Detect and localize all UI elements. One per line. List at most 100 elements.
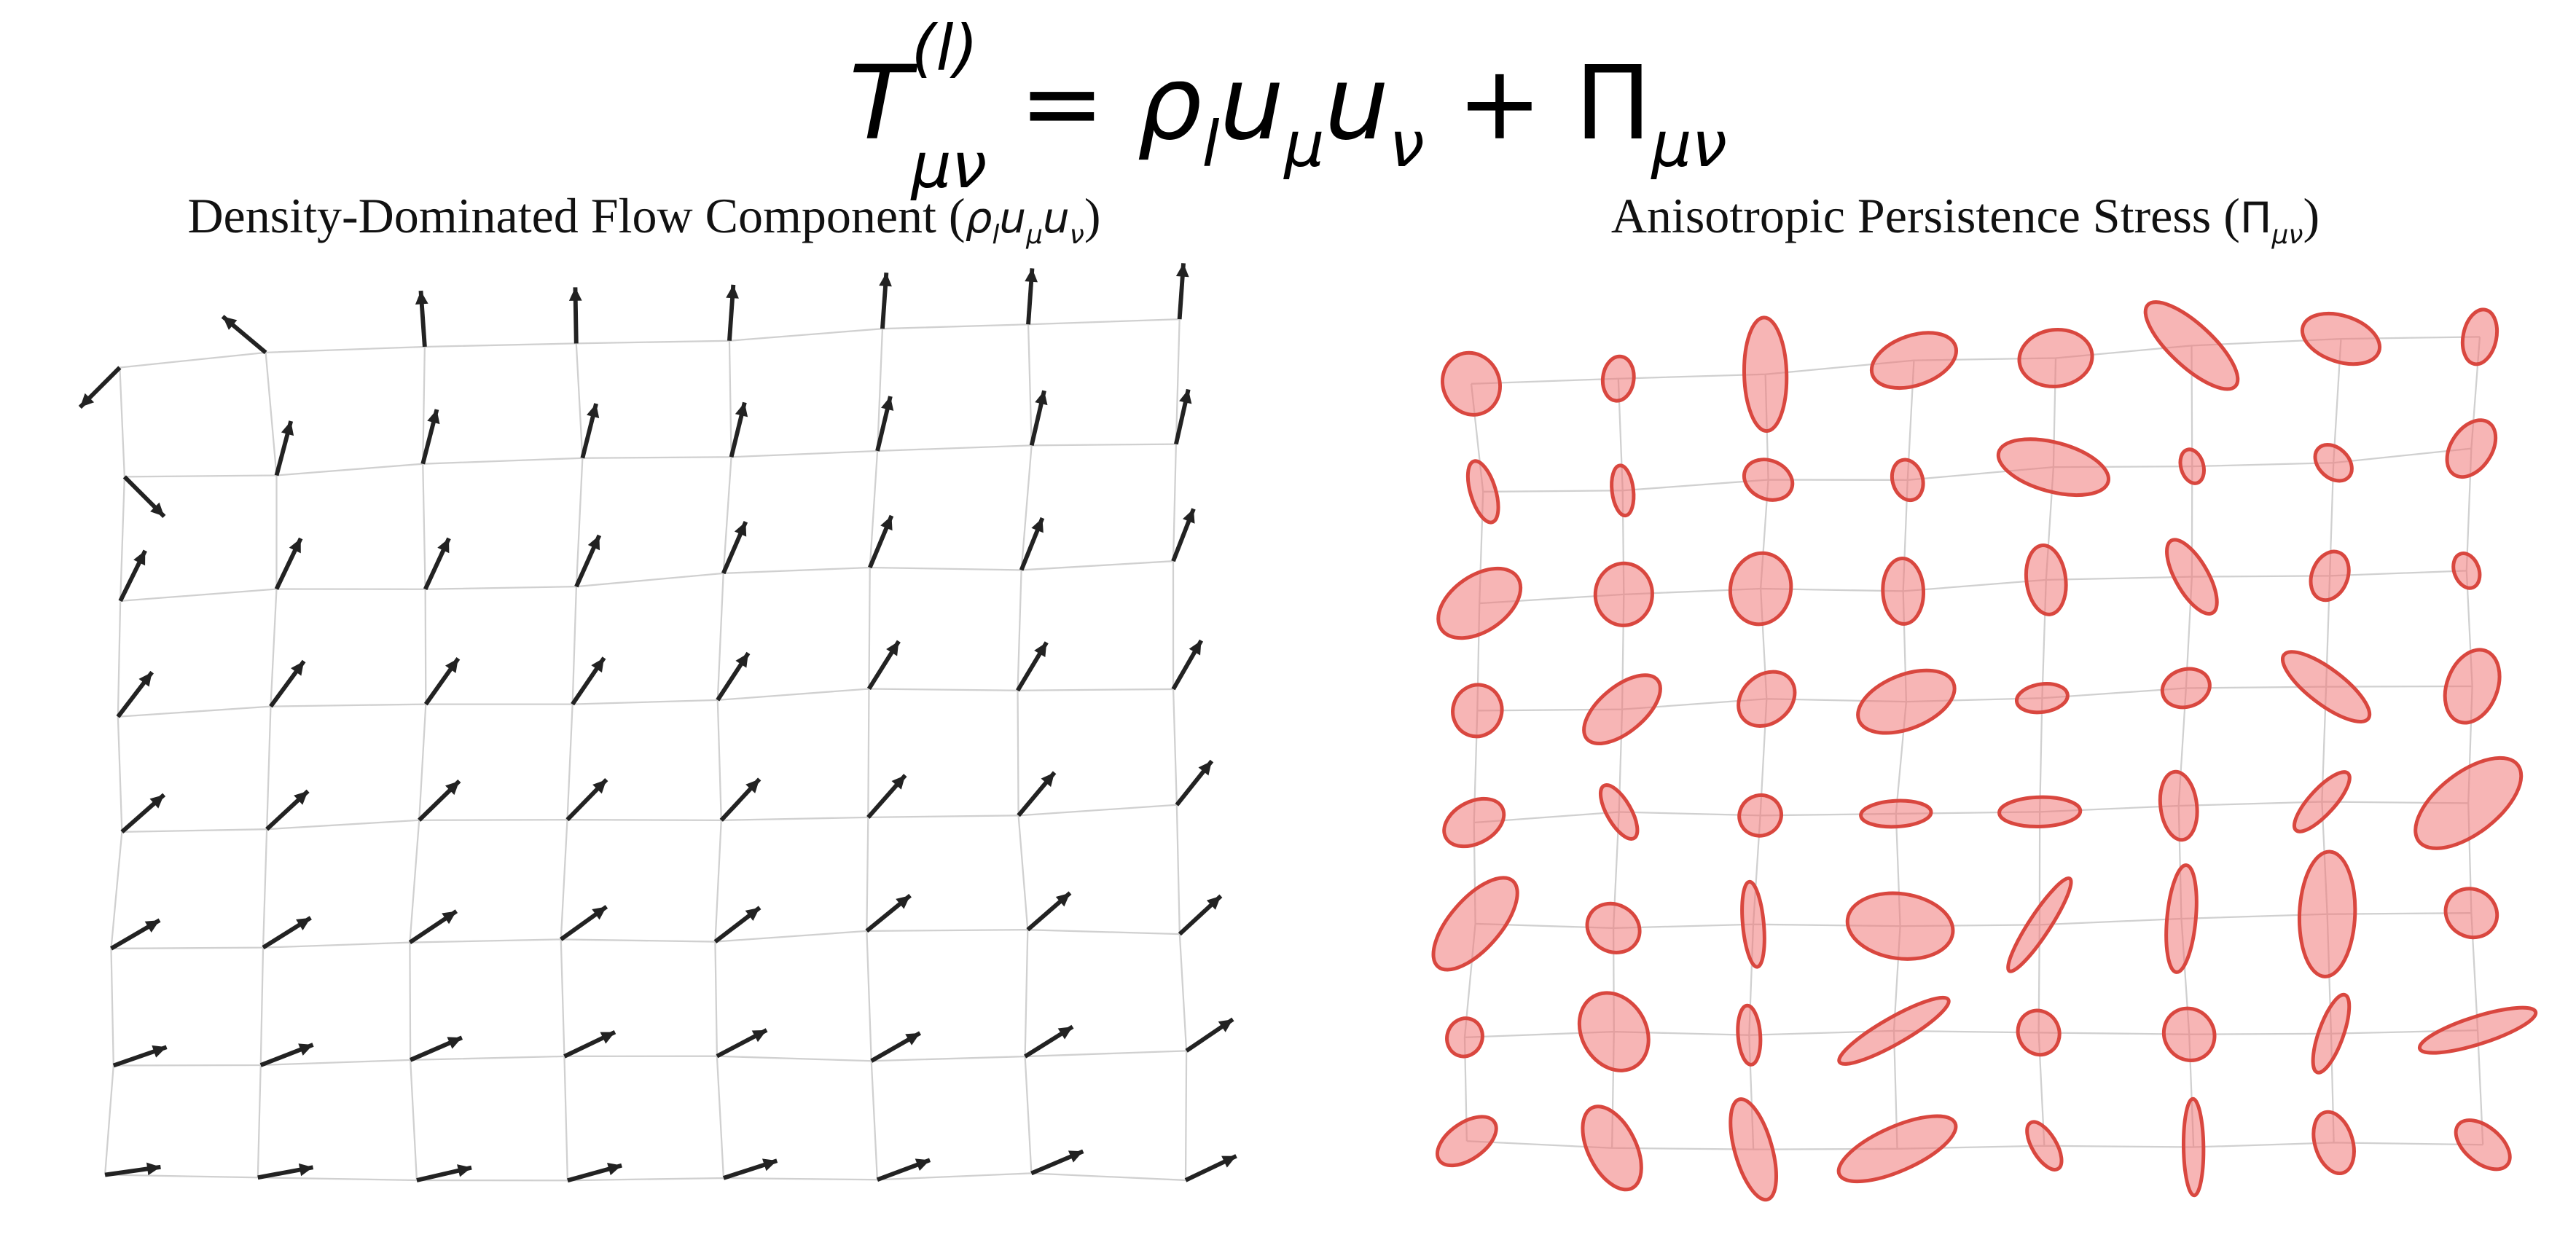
symbol: T (l) μν — [848, 15, 987, 199]
arrow-head — [1198, 761, 1212, 776]
arrow-head — [1189, 640, 1202, 656]
arrow-head — [1055, 892, 1070, 907]
arrow-head — [600, 1032, 615, 1044]
arrow-head — [291, 661, 305, 676]
stress-ellipse — [1581, 1104, 1643, 1192]
grid-line — [124, 443, 1176, 478]
arrow-head — [294, 790, 308, 805]
arrow-head — [1025, 268, 1038, 283]
arrow-head — [298, 1163, 313, 1177]
arrow-head — [1179, 389, 1192, 404]
arrow-head — [591, 657, 604, 673]
grid-line — [113, 1050, 1187, 1067]
symbol-base: u — [1219, 44, 1285, 163]
arrow-head — [1068, 1150, 1084, 1163]
arrow-head — [915, 1158, 931, 1172]
stress-ellipse — [2165, 538, 2219, 616]
stress-ellipse — [1859, 798, 1933, 829]
arrow-head — [880, 515, 893, 531]
stress-ellipse — [2017, 327, 2094, 389]
subscript: l — [992, 219, 1000, 250]
arrow-head — [138, 672, 152, 687]
stress-ellipse — [1436, 566, 1523, 640]
indices: ν — [1389, 77, 1424, 178]
stress-ellipse — [2309, 549, 2351, 603]
stress-ellipse — [1881, 556, 1926, 626]
arrow-head — [296, 917, 311, 931]
subscript: μν — [1651, 108, 1728, 182]
title-close: ) — [1084, 188, 1101, 243]
stress-ellipse — [1837, 995, 1951, 1066]
indices: μν — [2272, 207, 2303, 249]
symbol-base: u — [999, 193, 1027, 243]
arrow-head — [891, 775, 906, 790]
stress-ellipse — [1431, 876, 1519, 972]
arrow-head — [745, 779, 760, 793]
grid-line — [1473, 801, 2469, 824]
subscript: μ — [1284, 108, 1325, 182]
stress-ellipse — [2460, 307, 2499, 366]
superscript: (l) — [911, 11, 979, 85]
stress-ellipse — [2181, 1096, 2206, 1198]
arrow-head — [447, 1037, 462, 1049]
arrow-head — [144, 920, 160, 933]
stress-ellipse — [2311, 1110, 2356, 1176]
arrow-head — [427, 409, 440, 425]
stress-ellipse — [2292, 770, 2352, 833]
grid-line — [105, 1172, 1186, 1182]
arrow-head — [289, 538, 301, 554]
stress-ellipse — [2016, 1008, 2062, 1057]
arrow-head — [568, 287, 582, 301]
title-close: ) — [2303, 188, 2320, 243]
stress-ellipse — [1742, 315, 1789, 433]
arrow-head — [592, 906, 607, 920]
arrow-head — [735, 402, 748, 417]
stress-ellipse — [1577, 991, 1651, 1072]
stress-ellipse — [2006, 876, 2073, 973]
arrow-head — [1034, 642, 1047, 658]
symbol-base: Π — [1575, 44, 1652, 163]
symbol-base: T — [848, 44, 912, 163]
title-text: Anisotropic Persistence Stress ( — [1610, 188, 2240, 243]
symbol-base: u — [1324, 44, 1390, 163]
stress-ellipse — [1736, 1003, 1763, 1067]
stress-ellipse — [1890, 458, 1925, 503]
stress-ellipse — [2280, 650, 2372, 724]
operator: = — [987, 44, 1138, 163]
stress-ellipse — [2443, 887, 2499, 940]
arrow-head — [734, 522, 747, 537]
stress-ellipse — [1869, 331, 1959, 391]
indices: μ — [1026, 207, 1043, 249]
arrow-head — [607, 1163, 622, 1176]
subscript: μν — [911, 128, 987, 203]
symbol-base: ρ — [965, 193, 993, 243]
arrow-head — [1057, 1027, 1073, 1040]
grid-line — [111, 929, 1180, 950]
subscript: ν — [1069, 219, 1084, 250]
grid-line — [1017, 324, 1033, 1174]
arrow-head — [762, 1158, 778, 1172]
stress-ellipse — [2417, 1005, 2538, 1055]
arrow-head — [1031, 518, 1044, 533]
title-text: Density-Dominated Flow Component ( — [187, 188, 966, 243]
arrow-head — [587, 535, 600, 551]
arrow-head — [133, 550, 146, 566]
grid-line — [714, 340, 732, 1179]
stress-ellipse — [2158, 769, 2199, 842]
stress-ellipse — [1729, 1097, 1778, 1202]
subscript: μ — [1026, 219, 1044, 250]
arrow-head — [896, 895, 911, 909]
arrow-head — [735, 653, 748, 668]
grid-line — [560, 343, 584, 1181]
arrow-head — [150, 502, 165, 517]
arrow-head — [1206, 895, 1221, 910]
grid-line — [257, 352, 278, 1178]
arrow-head — [415, 291, 428, 305]
stress-ellipse — [1845, 891, 1955, 961]
